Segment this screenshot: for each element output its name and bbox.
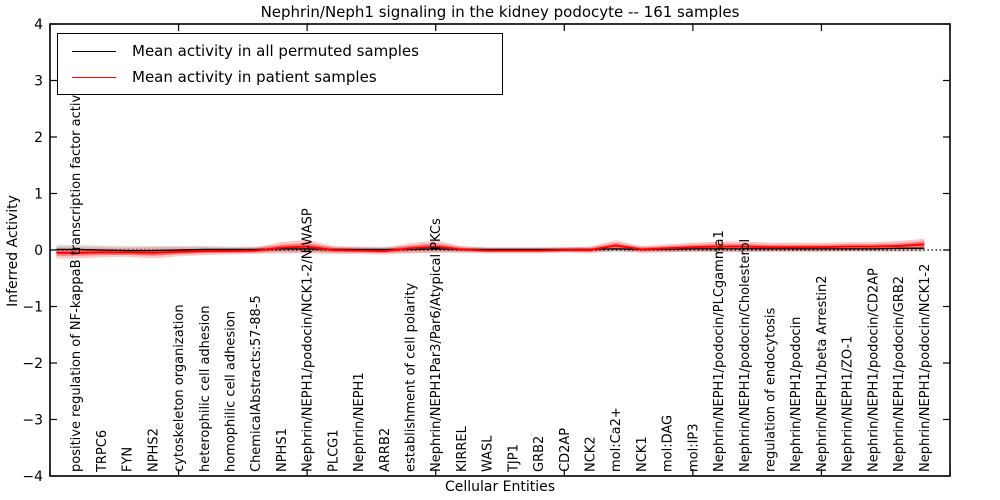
x-category-label: NCK1: [635, 436, 650, 472]
x-category-label: CD2AP: [558, 428, 573, 472]
x-category-label: Nephrin/NEPH1: [352, 372, 367, 472]
x-category-label: ARRB2: [378, 428, 393, 472]
x-category-label: regulation of endocytosis: [764, 307, 779, 472]
patient-line-sample: [72, 76, 116, 78]
y-tick-label: 3: [34, 74, 43, 90]
x-category-label: WASL: [481, 435, 496, 472]
x-category-label: Nephrin/NEPH1/podocin/Cholesterol: [738, 239, 753, 472]
x-category-label: FYN: [121, 447, 136, 472]
x-category-label: Nephrin/NEPH1/podocin/NCK1-2: [918, 264, 933, 472]
x-category-label: NPHS1: [275, 428, 290, 472]
permuted-mean-line: [56, 247, 925, 252]
x-category-label: homophilic cell adhesion: [224, 311, 239, 472]
legend-label-patient: Mean activity in patient samples: [132, 68, 377, 86]
patient-band: [56, 238, 925, 259]
x-category-label: cytoskeleton organization: [172, 304, 187, 472]
legend: Mean activity in all permuted samples Me…: [57, 33, 503, 95]
x-category-label: Nephrin/NEPH1/podocin/NCK1-2/N-WASP: [301, 208, 316, 472]
permuted-line-sample: [72, 50, 116, 52]
x-category-label: mol:IP3: [686, 423, 701, 472]
x-category-label: PLCG1: [326, 429, 341, 472]
x-category-label: mol:DAG: [661, 415, 676, 472]
x-category-label: mol:Ca2+: [609, 407, 624, 472]
x-category-label: TRPC6: [95, 430, 110, 473]
x-axis-title: Cellular Entities: [444, 479, 556, 495]
x-category-label: positive regulation of NF-kappaB transcr…: [69, 78, 84, 472]
x-category-label: Nephrin/NEPH1/ZO-1: [841, 336, 856, 472]
x-category-label: heterophilic cell adhesion: [198, 306, 213, 473]
x-category-label: ChemicalAbstracts:57-88-5: [249, 295, 264, 472]
y-tick-label: −2: [22, 356, 43, 372]
x-category-label: NCK2: [584, 436, 599, 472]
patient-mean-line: [56, 243, 925, 254]
y-tick-label: 4: [34, 17, 43, 33]
plot-border: [49, 23, 951, 477]
x-category-label: KIRREL: [455, 425, 470, 472]
x-category-label: GRB2: [532, 436, 547, 472]
legend-entry-permuted: Mean activity in all permuted samples: [58, 42, 502, 60]
x-category-label: Nephrin/NEPH1/podocin: [789, 317, 804, 472]
y-tick-label: −1: [22, 300, 43, 316]
x-category-label: Nephrin/NEPH1/podocin/PLCgamma1: [712, 230, 727, 472]
x-category-label: Nephrin/NEPH1/beta Arrestin2: [815, 276, 830, 473]
chart-title: Nephrin/Neph1 signaling in the kidney po…: [260, 3, 740, 21]
x-category-label: Nephrin/NEPH1Par3/Par6/Atypical PKCs: [429, 218, 444, 472]
y-axis-title: Inferred Activity: [5, 195, 21, 307]
y-tick-label: −3: [22, 413, 43, 429]
x-category-label: TJP1: [506, 444, 521, 473]
x-category-label: Nephrin/NEPH1/podocin/GRB2: [892, 276, 907, 472]
legend-entry-patient: Mean activity in patient samples: [58, 68, 502, 86]
patient-band-inner: [56, 241, 925, 256]
y-tick-label: −4: [22, 469, 43, 485]
y-tick-label: 1: [34, 187, 43, 203]
x-category-label: Nephrin/NEPH1/podocin/CD2AP: [866, 268, 881, 472]
y-tick-label: 0: [34, 243, 43, 259]
x-category-label: establishment of cell polarity: [404, 283, 419, 472]
legend-label-permuted: Mean activity in all permuted samples: [132, 42, 419, 60]
y-tick-label: 2: [34, 130, 43, 146]
x-category-label: NPHS2: [146, 428, 161, 472]
